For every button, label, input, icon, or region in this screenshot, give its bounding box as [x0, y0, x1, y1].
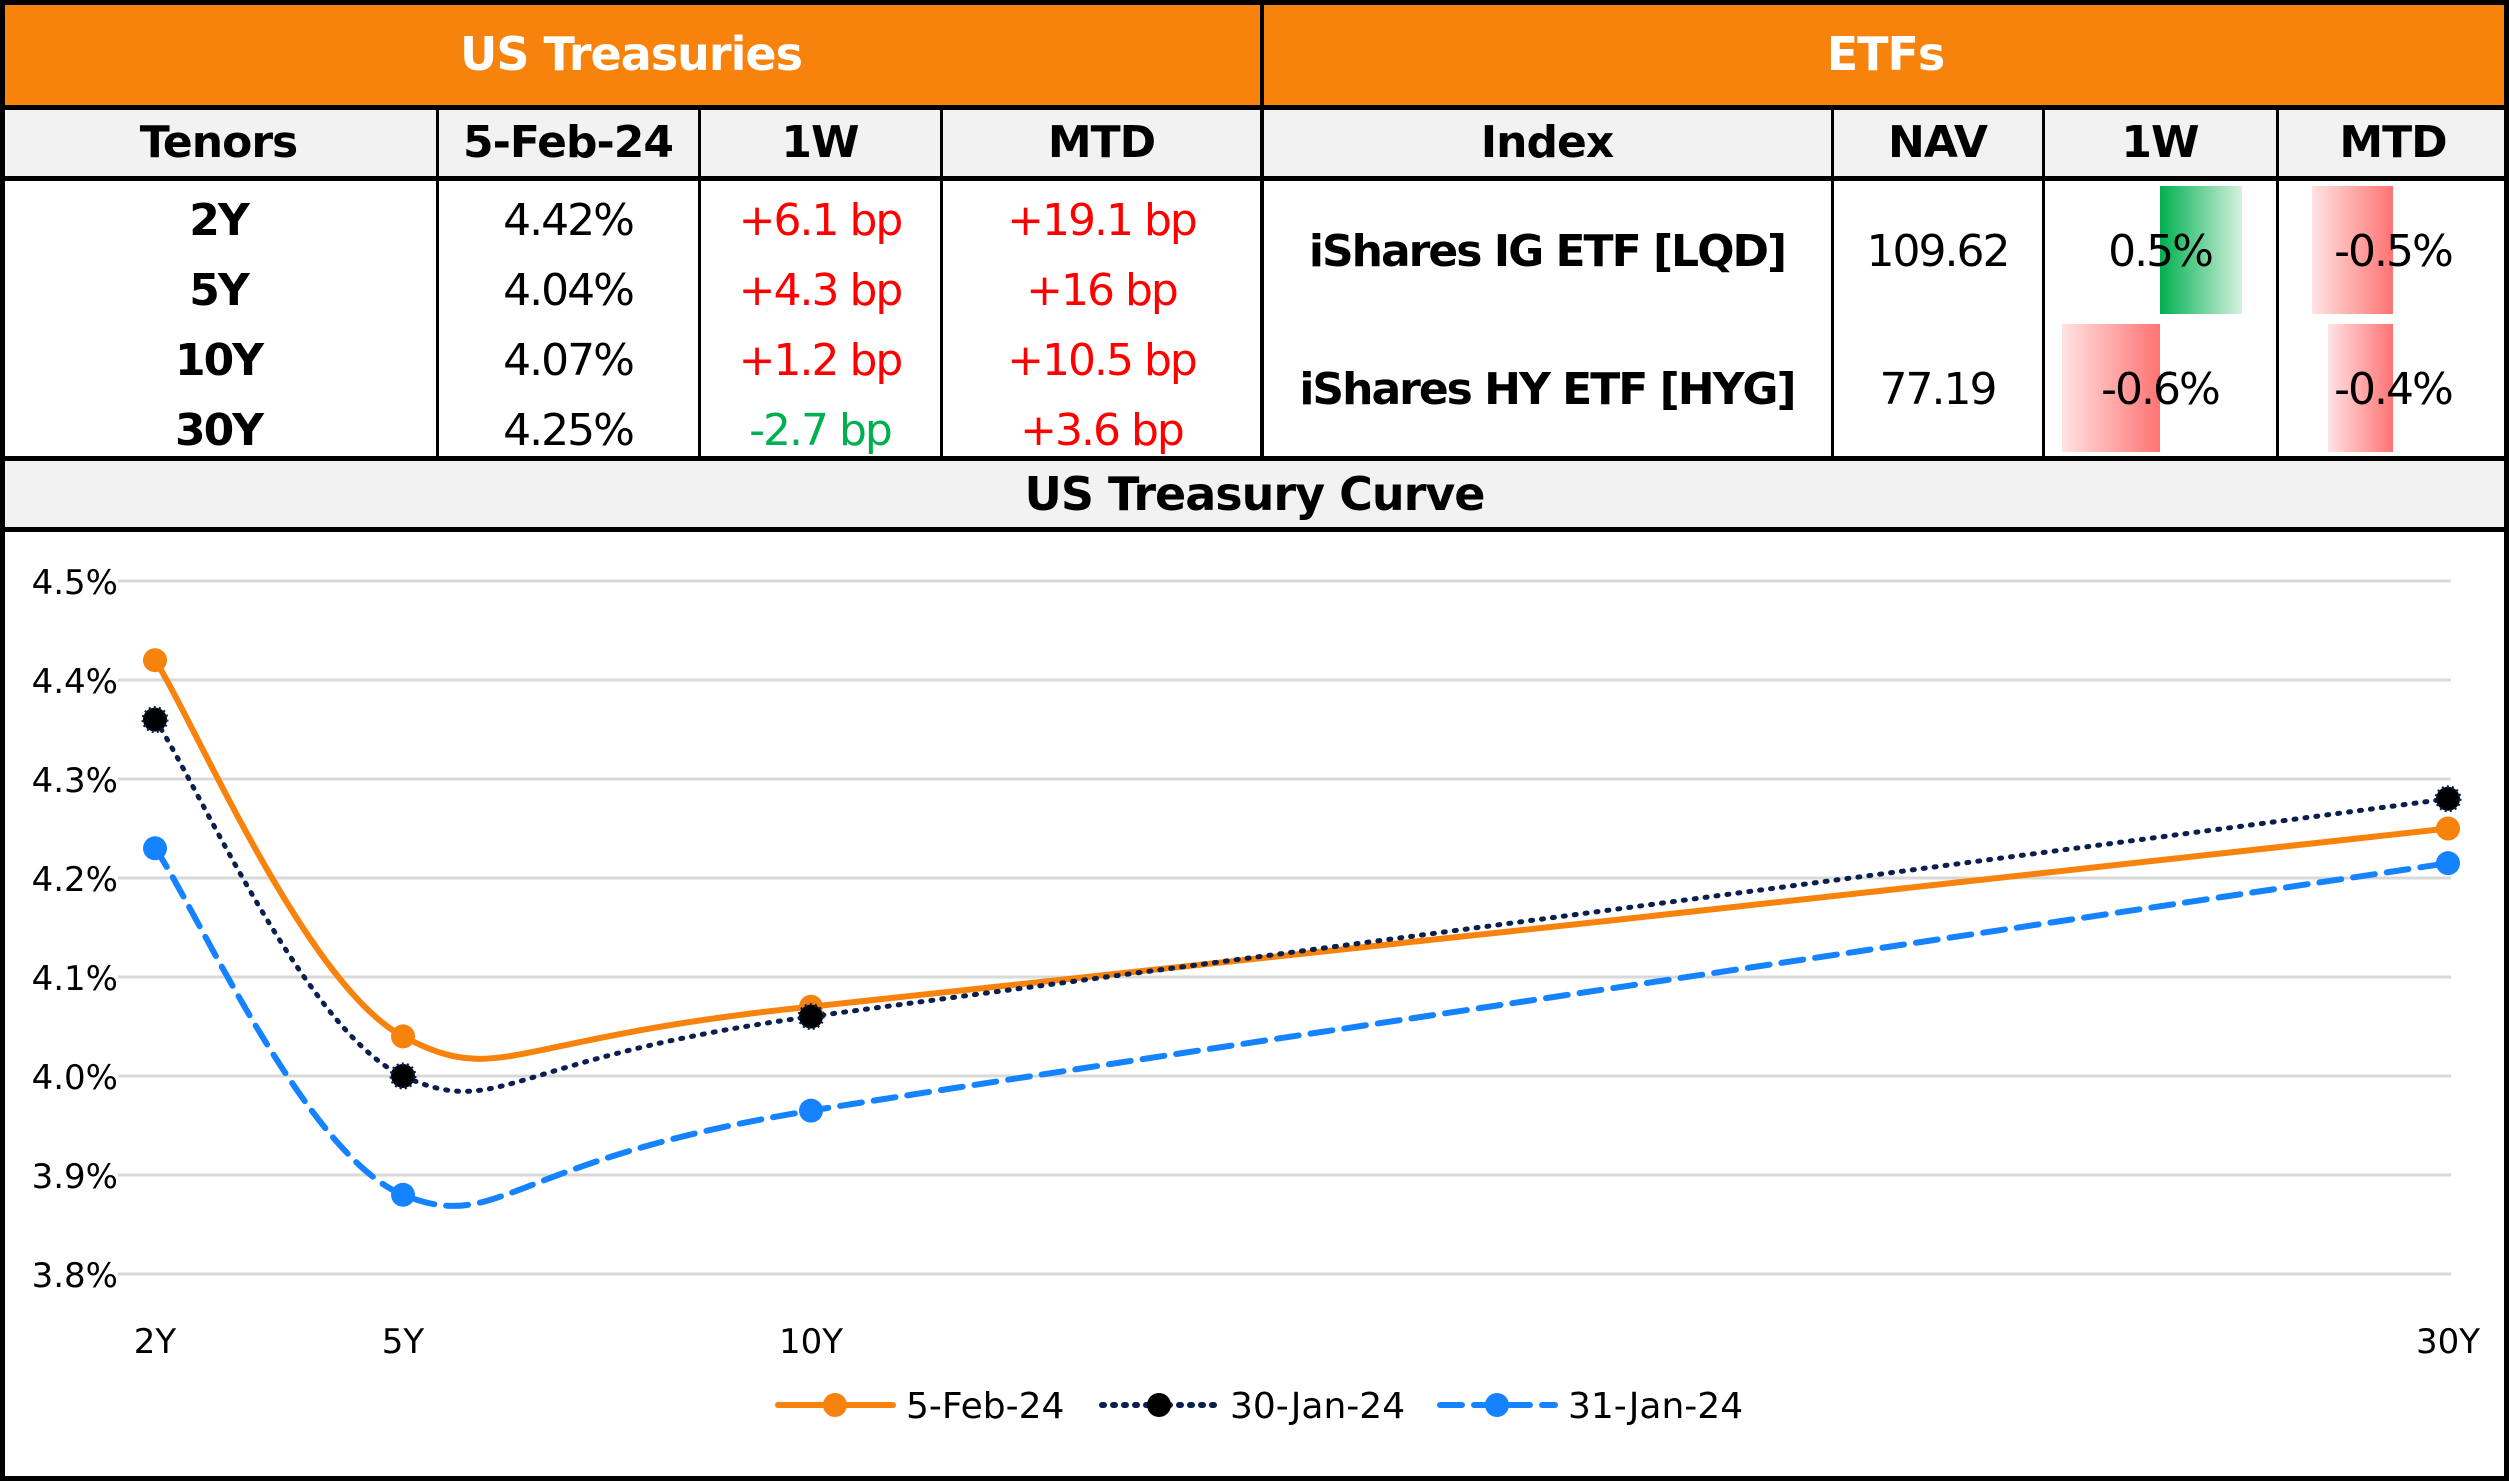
- border-top: [0, 0, 2509, 5]
- series-line-30-Jan-24: [152, 717, 2451, 1094]
- treasury-yield-cell: 4.42%: [503, 194, 635, 246]
- chart-title: US Treasury Curve: [1024, 467, 1486, 521]
- border-below-chart-title: [0, 527, 2509, 532]
- etf-mtd-data-bar: [2328, 324, 2393, 452]
- etf-mtd-data-bar: [2311, 186, 2393, 314]
- col-divider: [2042, 107, 2045, 458]
- legend-marker-30-Jan-24: [1147, 1393, 1171, 1417]
- data-point-5-Feb-24-5Y: [391, 1024, 415, 1049]
- treasury-mtd-cell: +16 bp: [1026, 264, 1179, 316]
- data-point-31-Jan-24-5Y: [391, 1182, 415, 1207]
- col-header-etf-mtd: MTD: [2277, 107, 2509, 178]
- treasury-mtd-cell: +10.5 bp: [1007, 334, 1198, 386]
- x-tick-label: 30Y: [2416, 1322, 2480, 1362]
- col-divider: [698, 107, 701, 458]
- col-divider: [1831, 107, 1834, 458]
- col-header-index: Index: [1262, 107, 1832, 178]
- treasury-yield-cell: 4.04%: [503, 264, 635, 316]
- data-point-30-Jan-24-2Y: [141, 706, 169, 734]
- col-header-nav: NAV: [1832, 107, 2043, 178]
- etf-w1-cell: -0.6%: [2101, 363, 2221, 415]
- treasury-w1-cell: +4.3 bp: [738, 264, 904, 316]
- data-point-5-Feb-24-2Y: [143, 648, 167, 673]
- legend-label: 5-Feb-24: [906, 1386, 1064, 1427]
- data-point-31-Jan-24-2Y: [143, 836, 167, 861]
- border-below-data: [0, 456, 2509, 461]
- y-tick-label: 3.9%: [32, 1157, 118, 1197]
- y-tick-label: 4.4%: [32, 662, 118, 702]
- series-line-5-Feb-24: [152, 657, 2451, 1062]
- treasury-tenor-cell: 2Y: [189, 194, 249, 246]
- x-tick-label: 2Y: [134, 1322, 177, 1362]
- col-header-1w: 1W: [699, 107, 941, 178]
- col-header-date: 5-Feb-24: [437, 107, 699, 178]
- etf-nav-cell: 109.62: [1866, 225, 2011, 277]
- y-tick-label: 4.3%: [32, 761, 118, 801]
- etfs-section-header: ETFs: [1262, 0, 2509, 107]
- etf-w1-data-bar: [2160, 186, 2242, 314]
- col-header-label: 5-Feb-24: [463, 117, 674, 168]
- y-tick-label: 4.0%: [32, 1058, 118, 1098]
- data-point-31-Jan-24-30Y: [2436, 851, 2460, 876]
- col-divider: [436, 107, 439, 458]
- border-bottom: [0, 1476, 2509, 1481]
- etf-w1-data-bar: [2061, 324, 2160, 452]
- data-point-5-Feb-24-30Y: [2436, 816, 2460, 841]
- etf-mtd-cell: -0.5%: [2334, 225, 2454, 277]
- col-header-label: MTD: [2339, 117, 2447, 168]
- etf-index-cell: iShares IG ETF [LQD]: [1308, 225, 1787, 277]
- series-line-31-Jan-24: [152, 845, 2451, 1209]
- col-header-mtd: MTD: [941, 107, 1262, 178]
- treasury-yield-cell: 4.07%: [503, 334, 635, 386]
- treasury-tenor-cell: 30Y: [174, 404, 264, 456]
- data-point-30-Jan-24-5Y: [389, 1062, 417, 1090]
- treasury-tenor-cell: 10Y: [174, 334, 264, 386]
- legend-label: 30-Jan-24: [1230, 1386, 1405, 1427]
- treasuries-section-header: US Treasuries: [0, 0, 1262, 107]
- data-point-31-Jan-24-10Y: [799, 1098, 823, 1123]
- border-right: [2504, 0, 2509, 1481]
- treasury-w1-cell: -2.7 bp: [749, 404, 893, 456]
- col-header-label: Tenors: [139, 117, 298, 168]
- legend-label: 31-Jan-24: [1568, 1386, 1743, 1427]
- y-tick-label: 4.5%: [32, 563, 118, 603]
- border-left: [0, 0, 5, 1481]
- legend-marker-5-Feb-24: [823, 1393, 847, 1417]
- col-header-label: 1W: [781, 117, 859, 168]
- treasury-mtd-cell: +3.6 bp: [1020, 404, 1185, 456]
- col-divider: [2276, 107, 2279, 458]
- x-tick-label: 10Y: [779, 1322, 843, 1362]
- data-point-30-Jan-24-30Y: [2434, 785, 2462, 813]
- treasury-w1-cell: +1.2 bp: [738, 334, 904, 386]
- col-header-label: MTD: [1047, 117, 1156, 168]
- y-tick-label: 4.2%: [32, 860, 118, 900]
- col-header-etf-1w: 1W: [2043, 107, 2277, 178]
- etfs-title: ETFs: [1826, 26, 1946, 81]
- treasury-mtd-cell: +19.1 bp: [1007, 194, 1198, 246]
- border-section-split: [1260, 0, 1264, 458]
- col-header-label: NAV: [1888, 117, 1988, 168]
- treasury-yield-cell: 4.25%: [503, 404, 635, 456]
- col-header-label: Index: [1480, 117, 1614, 168]
- border-below-section-header: [0, 105, 2509, 110]
- legend-marker-31-Jan-24: [1485, 1393, 1509, 1417]
- col-divider: [940, 107, 943, 458]
- etf-nav-cell: 77.19: [1879, 363, 1998, 415]
- treasury-tenor-cell: 5Y: [189, 264, 249, 316]
- treasuries-title: US Treasuries: [460, 26, 803, 81]
- etf-mtd-cell: -0.4%: [2334, 363, 2454, 415]
- x-tick-label: 5Y: [382, 1322, 425, 1362]
- col-header-label: 1W: [2121, 117, 2199, 168]
- col-header-tenors: Tenors: [0, 107, 437, 178]
- etf-w1-cell: 0.5%: [2108, 225, 2214, 277]
- chart-title-bar: US Treasury Curve: [5, 461, 2504, 527]
- border-below-col-header: [0, 176, 2509, 181]
- etf-index-cell: iShares HY ETF [HYG]: [1299, 363, 1796, 415]
- y-tick-label: 4.1%: [32, 959, 118, 999]
- treasury-w1-cell: +6.1 bp: [738, 194, 904, 246]
- data-point-30-Jan-24-10Y: [797, 1003, 825, 1031]
- y-tick-label: 3.8%: [32, 1256, 118, 1296]
